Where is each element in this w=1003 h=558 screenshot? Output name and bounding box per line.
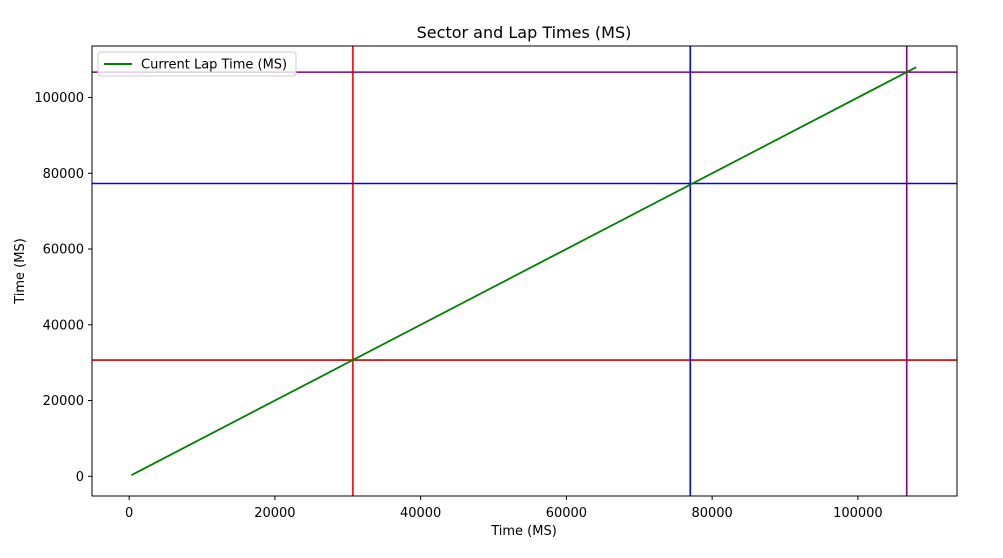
series-lines xyxy=(130,66,917,476)
x-tick-label: 40000 xyxy=(400,506,441,521)
legend-box xyxy=(97,51,297,77)
x-tick-label: 20000 xyxy=(254,506,295,521)
x-axis-ticks: 0 20000 40000 60000 80000 100000 xyxy=(125,496,883,521)
x-tick-label: 80000 xyxy=(691,506,732,521)
x-tick-label: 60000 xyxy=(546,506,587,521)
legend: Current Lap Time (MS) xyxy=(97,51,297,77)
x-axis-label: Time (MS) xyxy=(490,524,557,539)
y-tick-label: 80000 xyxy=(43,167,84,182)
y-tick-label: 40000 xyxy=(43,318,84,333)
y-axis-ticks: 0 20000 40000 60000 80000 100000 xyxy=(34,91,92,485)
x-tick-label: 100000 xyxy=(833,506,883,521)
y-tick-label: 60000 xyxy=(43,243,84,258)
y-axis-label: Time (MS) xyxy=(13,238,28,305)
x-tick-label: 0 xyxy=(125,506,133,521)
legend-label: Current Lap Time (MS) xyxy=(141,58,287,73)
plot-area-frame xyxy=(91,45,958,497)
series-line-0 xyxy=(130,66,917,476)
chart-title: Sector and Lap Times (MS) xyxy=(417,23,632,42)
y-tick-label: 0 xyxy=(76,470,84,485)
y-tick-label: 100000 xyxy=(34,91,84,106)
y-tick-label: 20000 xyxy=(43,394,84,409)
